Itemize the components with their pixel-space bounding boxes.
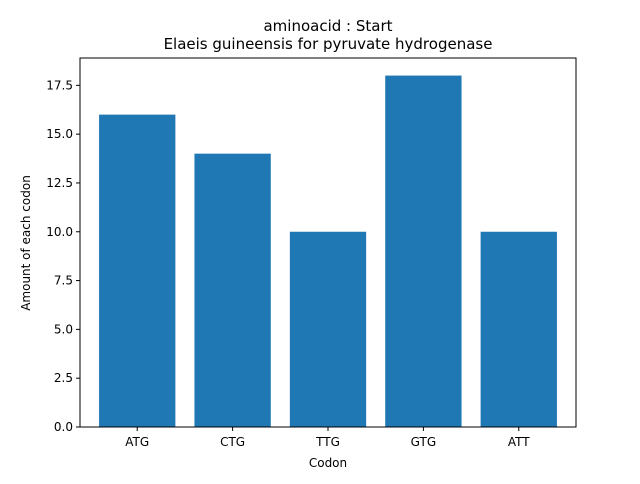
x-tick-label: ATT (508, 435, 530, 449)
x-axis-ticks: ATG CTG TTG GTG ATT (125, 427, 530, 449)
y-tick-label: 7.5 (54, 274, 73, 288)
y-tick-label: 2.5 (54, 371, 73, 385)
y-tick-label: 12.5 (46, 176, 73, 190)
y-axis-label: Amount of each codon (19, 175, 33, 311)
y-tick-label: 5.0 (54, 322, 73, 336)
x-tick-label: ATG (125, 435, 149, 449)
chart-title: aminoacid : Start (263, 17, 392, 35)
bar-gtg (385, 75, 462, 428)
x-tick-label: GTG (411, 435, 437, 449)
chart-subtitle: Elaeis guineensis for pyruvate hydrogena… (164, 35, 493, 53)
y-tick-label: 15.0 (46, 127, 73, 141)
bar-ctg (194, 153, 271, 427)
y-tick-label: 17.5 (46, 78, 73, 92)
x-axis-label: Codon (309, 456, 347, 470)
y-axis-ticks: 0.0 2.5 5.0 7.5 10.0 12.5 15.0 17.5 (46, 78, 80, 434)
bars-group (99, 75, 557, 428)
y-tick-label: 0.0 (54, 420, 73, 434)
bar-att (480, 231, 557, 427)
bar-ttg (289, 231, 367, 427)
bar-atg (99, 114, 176, 427)
y-tick-label: 10.0 (46, 225, 73, 239)
plot-frame (79, 57, 577, 428)
x-tick-label: TTG (315, 435, 340, 449)
x-tick-label: CTG (220, 435, 245, 449)
